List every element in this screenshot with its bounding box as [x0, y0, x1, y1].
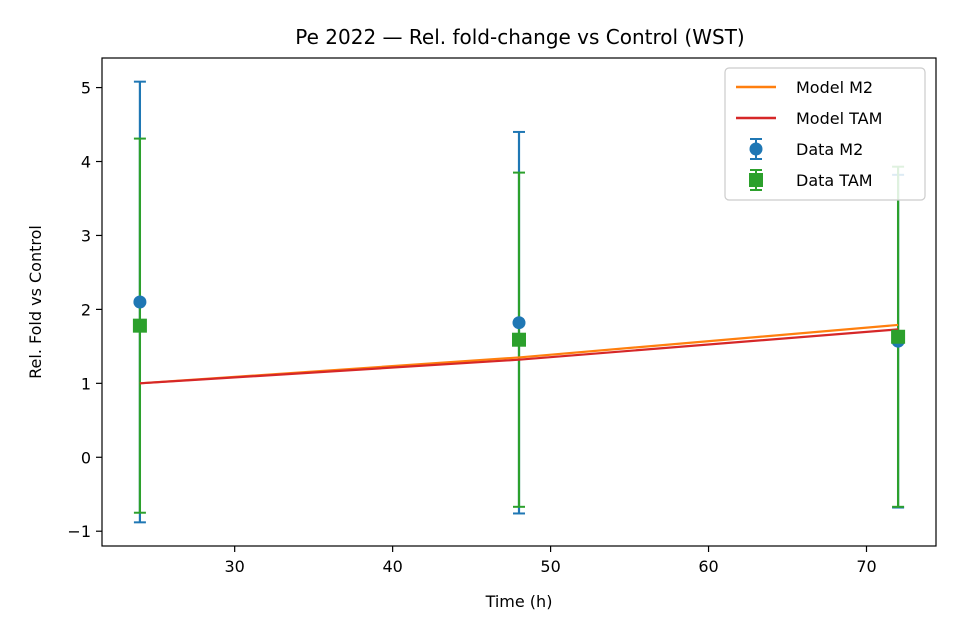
plot-area — [132, 80, 906, 524]
legend-swatch-marker — [749, 173, 763, 187]
y-axis: −1 0 1 2 3 4 5 — [67, 79, 102, 541]
x-axis-label: Time (h) — [485, 592, 553, 611]
legend-entry-label: Data M2 — [796, 140, 863, 159]
data-point — [132, 318, 147, 333]
legend-entry-label: Model M2 — [796, 78, 873, 97]
legend-entry-label: Model TAM — [796, 109, 882, 128]
x-axis: 30 40 50 60 70 — [225, 546, 877, 576]
y-tick-label: 2 — [81, 300, 91, 319]
series-line — [139, 328, 899, 385]
y-tick-label: 3 — [81, 226, 91, 245]
x-tick-label: 60 — [698, 557, 718, 576]
data-point — [512, 316, 526, 330]
legend-box — [724, 67, 926, 201]
y-tick-label: 0 — [81, 448, 91, 467]
y-axis-label: Rel. Fold vs Control — [26, 225, 45, 379]
chart-title: Pe 2022 — Rel. fold-change vs Control (W… — [295, 25, 744, 49]
x-tick-label: 40 — [382, 557, 402, 576]
legend: Model M2 Model TAM Data M2 Data TAM — [724, 67, 926, 201]
y-tick-label: 4 — [81, 153, 91, 172]
y-tick-label: −1 — [67, 522, 91, 541]
data-point — [512, 332, 526, 347]
legend-swatch-marker — [749, 142, 763, 156]
legend-entry-label: Data TAM — [796, 171, 873, 190]
axes-frame — [101, 57, 937, 547]
data-point — [133, 295, 147, 309]
x-tick-label: 30 — [225, 557, 245, 576]
x-tick-label: 50 — [540, 557, 560, 576]
y-tick-label: 1 — [81, 374, 91, 393]
data-point — [891, 329, 906, 344]
y-tick-label: 5 — [81, 79, 91, 98]
x-tick-label: 70 — [856, 557, 876, 576]
